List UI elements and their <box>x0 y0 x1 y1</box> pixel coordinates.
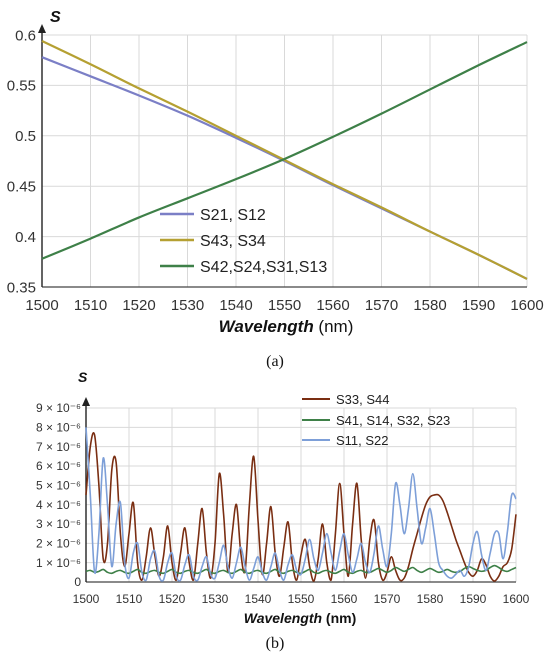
panel-b-xticks: 1500 1510 1520 1530 1540 1550 1560 1570 1580 1590… <box>73 592 530 606</box>
panel-a-series <box>41 40 528 280</box>
legend-a-label-1: S43, S34 <box>200 233 266 250</box>
legend-a-label-0: S21, S12 <box>200 207 266 224</box>
panel-a-y-tick-label-1: 0.4 <box>15 229 36 246</box>
panel-b-y-tick-label-2: 2 × 10⁻⁶ <box>36 537 81 551</box>
panel-b-y-tick-label-9: 9 × 10⁻⁶ <box>36 401 81 415</box>
panel-a-x-tick-label-3: 1530 <box>171 297 204 314</box>
panel-b-x-tick-label-1: 1510 <box>116 592 143 606</box>
panel-a-x-tick-label-9: 1590 <box>462 297 495 314</box>
panel-b-y-axis-label: S <box>78 369 88 385</box>
panel-b-x-tick-label-4: 1540 <box>245 592 272 606</box>
panel-b-x-tick-label-5: 1550 <box>288 592 315 606</box>
panel-b-x-axis-label-main: Wavelength <box>244 610 322 626</box>
panel-a-x-tick-label-1: 1510 <box>74 297 107 314</box>
legend-b-label-0: S33, S44 <box>336 392 390 407</box>
panel-b-x-tick-label-3: 1530 <box>202 592 229 606</box>
panel-a-x-axis-label-main: Wavelength <box>219 317 314 336</box>
panel-b-yticks: 0 1 × 10⁻⁶ 2 × 10⁻⁶ 3 × 10⁻⁶ 4 × 10⁻⁶ 5 × 10⁻… <box>36 401 81 589</box>
panel-a-xticks: 1500 1510 1520 1530 1540 1550 1560 1570 1580 1590… <box>25 297 543 314</box>
panel-b-legend: S33, S44 S41, S14, S32, S23 S11, S22 <box>302 392 450 448</box>
panel-a-x-tick-label-7: 1570 <box>365 297 398 314</box>
panel-b-y-tick-label-5: 5 × 10⁻⁶ <box>36 479 81 493</box>
panel-b-y-tick-label-8: 8 × 10⁻⁶ <box>36 421 81 435</box>
panel-b-x-axis-label: Wavelength (nm) <box>244 610 357 626</box>
panel-a-series-line-2 <box>41 41 528 260</box>
panel-b-caption: (b) <box>266 635 285 652</box>
panel-b-x-tick-label-10: 1600 <box>503 592 530 606</box>
panel-a-x-tick-label-4: 1540 <box>219 297 252 314</box>
panel-b-y-tick-label-3: 3 × 10⁻⁶ <box>36 517 81 531</box>
panel-b-y-tick-label-7: 7 × 10⁻⁶ <box>36 440 81 454</box>
panel-b-y-tick-label-1: 1 × 10⁻⁶ <box>36 556 81 570</box>
panel-a-x-tick-label-0: 1500 <box>25 297 58 314</box>
panel-b-x-axis-label-unit: (nm) <box>322 610 356 626</box>
panel-a-y-axis-label: S <box>50 9 61 26</box>
panel-a-yticks: 0.35 0.4 0.45 0.5 0.55 0.6 <box>7 27 36 296</box>
panel-b-y-tick-label-4: 4 × 10⁻⁶ <box>36 498 81 512</box>
panel-a-x-axis-label-unit: (nm) <box>314 317 354 336</box>
panel-a: 0.350.40.450.50.550.6 1500 1510 1520 1530 15… <box>7 9 544 370</box>
panel-b-x-tick-label-7: 1570 <box>374 592 401 606</box>
panel-a-y-tick-label-3: 0.5 <box>15 128 36 145</box>
panel-a-legend: S21, S12 S43, S34 S42,S24,S31,S13 <box>160 207 327 276</box>
panel-a-y-axis-arrow <box>38 24 46 33</box>
panel-a-x-tick-label-6: 1560 <box>316 297 349 314</box>
panel-a-x-tick-label-8: 1580 <box>413 297 446 314</box>
panel-b-x-tick-label-6: 1560 <box>331 592 358 606</box>
panel-a-y-tick-label-5: 0.6 <box>15 27 36 44</box>
panel-b-x-tick-label-0: 1500 <box>73 592 100 606</box>
panel-a-x-tick-label-10: 1600 <box>510 297 543 314</box>
panel-b-x-tick-label-8: 1580 <box>417 592 444 606</box>
panel-a-x-axis-label: Wavelength (nm) <box>219 317 354 336</box>
panel-b-x-tick-label-9: 1590 <box>460 592 487 606</box>
panel-b-x-tick-label-2: 1520 <box>159 592 186 606</box>
panel-a-y-tick-label-2: 0.45 <box>7 178 36 195</box>
panel-b-series <box>85 427 517 582</box>
panel-a-x-tick-label-2: 1520 <box>122 297 155 314</box>
panel-b-y-tick-label-0: 0 <box>74 575 81 589</box>
panel-a-caption: (a) <box>266 353 284 370</box>
legend-b-label-1: S41, S14, S32, S23 <box>336 413 450 428</box>
panel-a-axes <box>38 24 527 288</box>
panel-b: 0 1 × 10⁻⁶ 2 × 10⁻⁶ 3 × 10⁻⁶ 4 × 10⁻⁶ 5 × 10⁻… <box>36 369 530 652</box>
panel-b-y-tick-label-6: 6 × 10⁻⁶ <box>36 459 81 473</box>
panel-a-y-tick-label-0: 0.35 <box>7 279 36 296</box>
panel-a-y-tick-label-4: 0.55 <box>7 78 36 95</box>
legend-a-label-2: S42,S24,S31,S13 <box>200 259 327 276</box>
panel-b-y-axis-arrow <box>82 397 90 406</box>
panel-b-series-line-2 <box>85 427 517 582</box>
legend-b-label-2: S11, S22 <box>336 433 389 448</box>
panel-a-x-tick-label-5: 1550 <box>268 297 301 314</box>
